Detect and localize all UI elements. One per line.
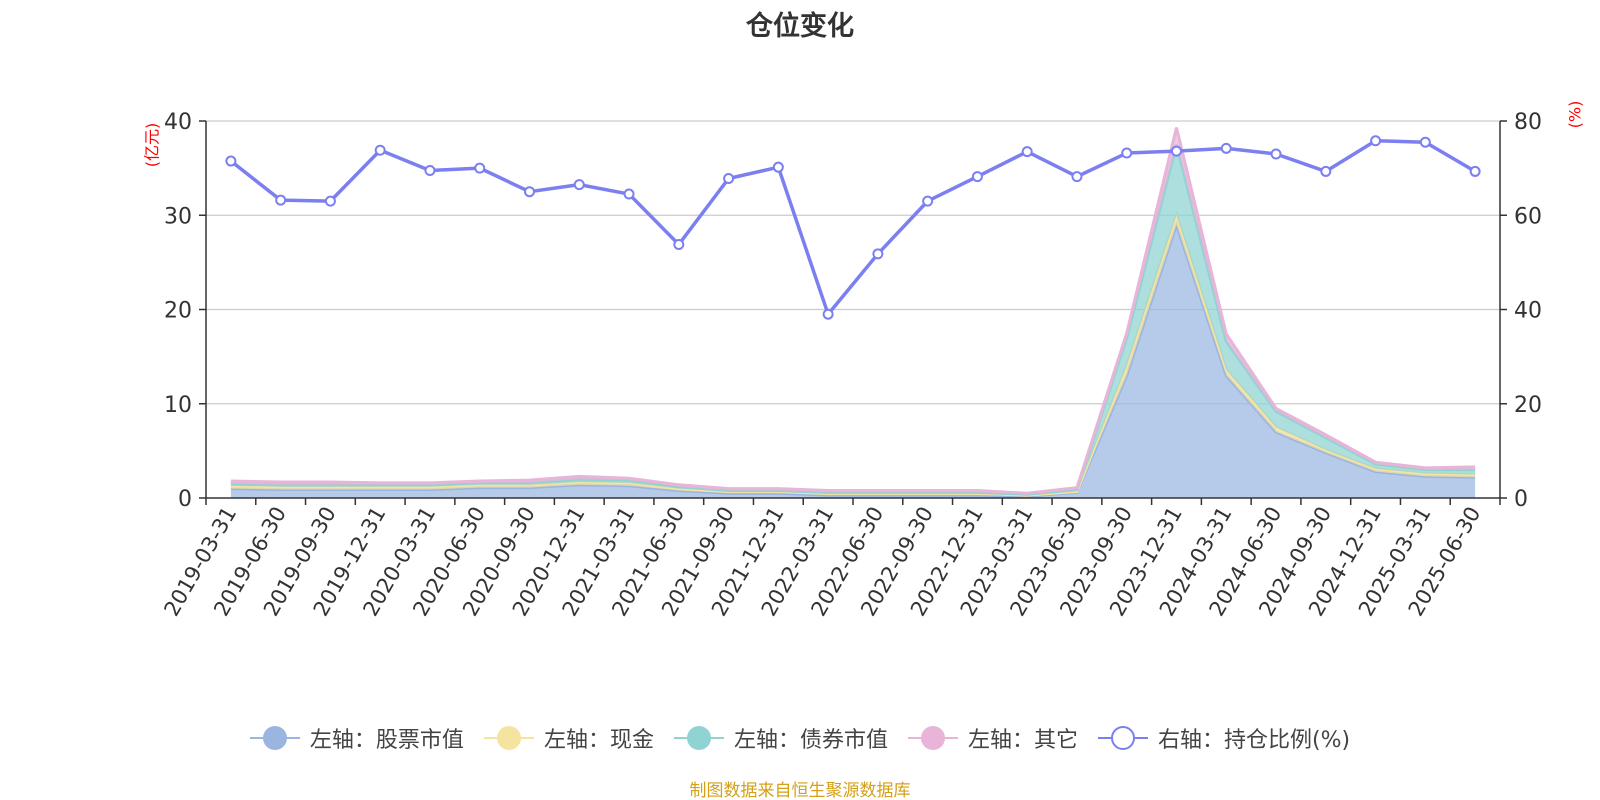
- area-series-1: [230, 224, 1476, 499]
- legend-label: 左轴：股票市值: [309, 728, 464, 753]
- left-axis-tick-label: 0: [178, 487, 192, 512]
- ratio-series-line: [229, 139, 1477, 316]
- legend-marker-icon: [907, 726, 958, 750]
- right-axis-tick-label: 20: [1514, 393, 1542, 418]
- ratio-data-point: [1419, 136, 1431, 148]
- ratio-data-point: [1469, 165, 1481, 177]
- legend-marker-icon: [249, 726, 300, 750]
- right-axis-tick-label: 60: [1514, 204, 1542, 229]
- legend-marker-icon: [1097, 726, 1148, 750]
- left-axis-tick-label: 20: [164, 299, 192, 324]
- legend-label: 左轴：现金: [543, 728, 654, 753]
- ratio-data-point: [822, 308, 834, 320]
- legend-item[interactable]: 左轴：现金: [483, 722, 654, 754]
- right-axis-tick-label: 80: [1514, 110, 1542, 135]
- legend-label: 右轴：持仓比例(%): [1157, 728, 1351, 753]
- ratio-data-point: [1071, 171, 1083, 183]
- chart-legend: 左轴：股票市值 左轴：现金 左轴：债券市值 左轴：其它 右轴：持仓比例(%): [0, 722, 1600, 754]
- legend-marker-icon: [483, 726, 534, 750]
- legend-item[interactable]: 左轴：债券市值: [673, 722, 888, 754]
- right-axis-tick-label: 40: [1514, 299, 1542, 324]
- ratio-data-point: [524, 186, 535, 198]
- left-axis-tick-label: 30: [164, 204, 192, 229]
- ratio-data-point: [1320, 165, 1332, 177]
- chart-plot-area: 0102030400204060802019-03-312019-06-3020…: [159, 110, 1542, 620]
- ratio-data-point: [573, 179, 585, 191]
- ratio-data-point: [1171, 145, 1182, 157]
- chart-title: 仓位变化: [746, 11, 854, 42]
- ratio-data-point: [324, 195, 336, 207]
- ratio-data-point: [772, 161, 784, 173]
- legend-marker-icon: [673, 726, 724, 750]
- ratio-data-point: [275, 194, 287, 206]
- ratio-data-point: [1121, 147, 1133, 159]
- ratio-data-point: [673, 238, 685, 250]
- ratio-data-point: [424, 164, 436, 176]
- right-axis-tick-label: 0: [1514, 487, 1528, 512]
- ratio-data-point: [723, 172, 735, 184]
- ratio-data-point: [374, 144, 386, 156]
- data-source-footer: 制图数据来自恒生聚源数据库: [689, 781, 911, 800]
- ratio-data-point: [1370, 135, 1382, 147]
- legend-item[interactable]: 左轴：其它: [907, 722, 1078, 754]
- ratio-data-point: [1220, 142, 1232, 154]
- left-axis-tick-label: 40: [164, 110, 192, 135]
- ratio-data-point: [1270, 148, 1282, 160]
- legend-item[interactable]: 左轴：股票市值: [249, 722, 464, 754]
- ratio-data-point: [922, 195, 934, 207]
- legend-label: 左轴：其它: [967, 728, 1078, 753]
- area-series-3: [230, 144, 1476, 496]
- ratio-data-point: [1021, 146, 1033, 158]
- legend-label: 左轴：债券市值: [733, 728, 888, 753]
- ratio-data-point: [474, 162, 486, 174]
- left-axis-tick-label: 10: [164, 393, 192, 418]
- legend-item[interactable]: 右轴：持仓比例(%): [1097, 722, 1351, 754]
- area-series-4-line: [230, 127, 1476, 495]
- ratio-data-point: [225, 155, 237, 167]
- ratio-data-point: [971, 171, 983, 183]
- ratio-data-point: [623, 188, 635, 200]
- ratio-data-point: [872, 248, 884, 260]
